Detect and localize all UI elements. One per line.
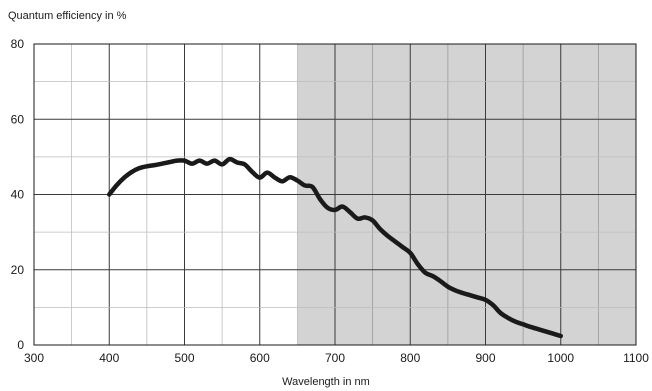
qe-curve-line [107, 156, 563, 339]
x-tick-label: 700 [325, 351, 345, 365]
x-tick-label: 600 [250, 351, 270, 365]
y-tick-label: 80 [11, 37, 25, 51]
x-tick-labels: 300 400 500 600 700 800 900 1000 1100 [24, 351, 649, 365]
plot-frame [33, 43, 637, 346]
y-tick-label: 0 [17, 338, 24, 352]
x-tick-label: 1100 [623, 351, 649, 365]
x-tick-label: 800 [400, 351, 420, 365]
grid [34, 44, 636, 345]
y-tick-label: 20 [11, 263, 25, 277]
x-axis-label: Wavelength in nm [282, 376, 370, 388]
x-tick-label: 300 [24, 351, 44, 365]
y-axis-label: Quantum efficiency in % [8, 10, 127, 22]
y-tick-label: 40 [11, 188, 25, 202]
x-tick-label: 400 [99, 351, 119, 365]
x-tick-label: 1000 [547, 351, 574, 365]
x-tick-label: 500 [174, 351, 194, 365]
plot-border [33, 43, 637, 346]
y-tick-label: 60 [11, 112, 25, 126]
y-tick-labels: 0 20 40 60 80 [11, 37, 25, 352]
x-tick-label: 900 [475, 351, 495, 365]
